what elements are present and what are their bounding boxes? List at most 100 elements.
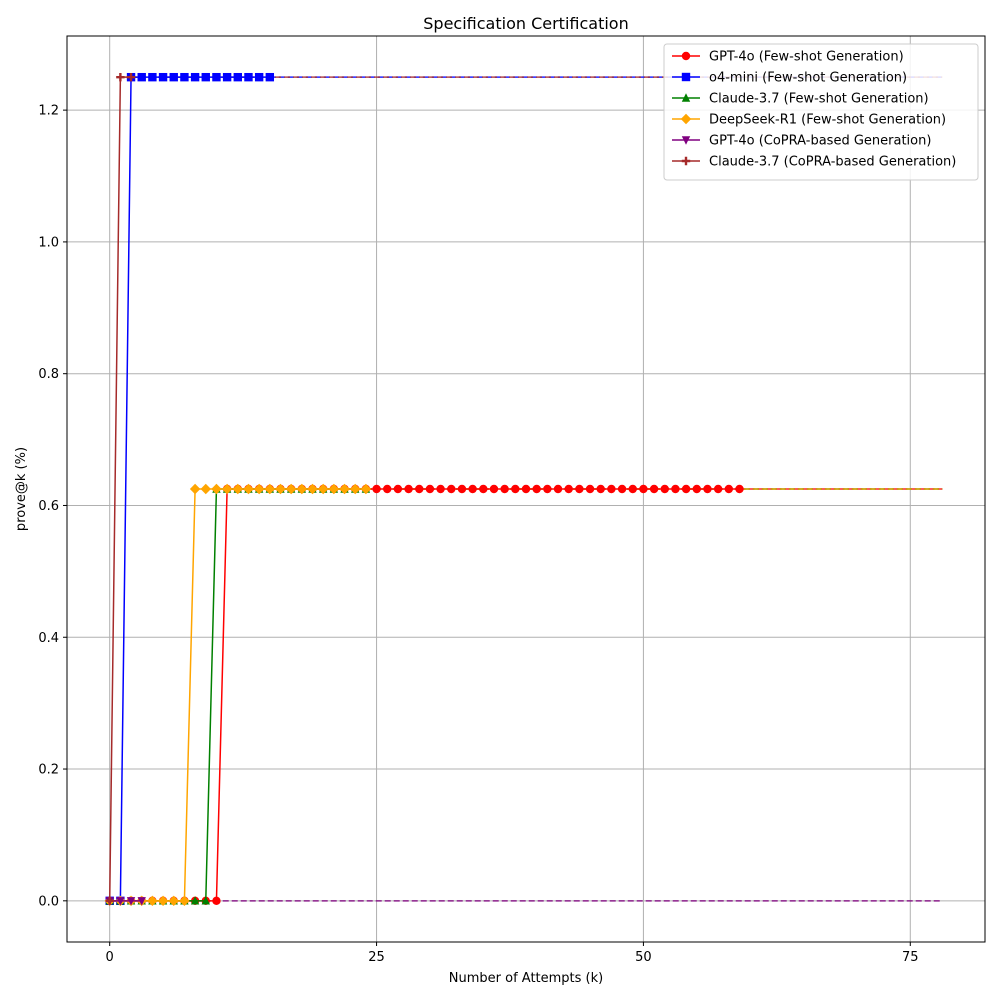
series-deepseek-r1-few-shot-generation: [104, 483, 372, 907]
data-point: [116, 72, 125, 82]
legend-label: GPT-4o (CoPRA-based Generation): [709, 134, 931, 149]
y-tick-label: 0.0: [38, 894, 59, 909]
legend-item: Claude-3.7 (Few-shot Generation): [672, 92, 929, 107]
legend-label: o4-mini (Few-shot Generation): [709, 71, 907, 86]
data-point: [137, 897, 146, 906]
data-point: [169, 72, 178, 82]
y-axis-label: prove@k (%): [14, 447, 29, 531]
legend-box: [663, 43, 979, 181]
data-point: [703, 484, 712, 494]
data-point: [692, 484, 701, 494]
legend-item: o4-mini (Few-shot Generation): [672, 71, 907, 86]
series-gpt-4o-copra-based-generation: [105, 897, 146, 906]
data-point: [500, 484, 509, 494]
legend-marker: [681, 51, 691, 61]
data-point: [148, 72, 157, 82]
legend-label: DeepSeek-R1 (Few-shot Generation): [709, 113, 946, 128]
data-point: [275, 483, 286, 495]
chart-title: Specification Certification: [423, 14, 628, 33]
data-point: [639, 484, 648, 494]
data-point: [307, 483, 318, 495]
y-tick-label: 0.6: [38, 499, 59, 514]
data-point: [137, 72, 146, 82]
data-point: [339, 483, 350, 495]
data-point: [350, 483, 361, 495]
legend-label: GPT-4o (Few-shot Generation): [709, 50, 904, 65]
data-point: [671, 484, 680, 494]
data-point: [607, 484, 616, 494]
data-point: [649, 484, 659, 494]
data-point: [479, 484, 488, 494]
ticks: 0 25 50 75 0.0 0.2 0.4 0.6 0.8 1.0 1.2: [38, 104, 918, 965]
series-line: [109, 76, 270, 902]
y-tick-label: 1.0: [38, 235, 59, 250]
data-point: [404, 484, 413, 494]
legend-item: GPT-4o (CoPRA-based Generation): [672, 134, 931, 149]
data-point: [233, 72, 242, 82]
data-point: [264, 483, 276, 495]
data-point: [724, 484, 734, 494]
data-point: [157, 895, 169, 907]
data-point: [244, 72, 253, 82]
legend-label: Claude-3.7 (Few-shot Generation): [709, 92, 929, 107]
data-point: [596, 484, 605, 494]
series-layer: [104, 72, 943, 907]
legend-item: GPT-4o (Few-shot Generation): [672, 50, 904, 65]
data-point: [575, 484, 584, 494]
data-point: [189, 483, 201, 495]
data-point: [105, 896, 114, 906]
data-point: [317, 483, 329, 495]
data-point: [564, 484, 573, 494]
data-point: [211, 483, 222, 495]
data-point: [243, 483, 254, 495]
data-point: [660, 484, 669, 494]
data-point: [254, 72, 264, 82]
data-point: [232, 483, 243, 495]
data-point: [221, 483, 233, 495]
y-tick-label: 0.4: [38, 631, 59, 646]
data-point: [285, 483, 297, 495]
data-point: [713, 484, 723, 494]
data-point: [532, 484, 541, 494]
data-point: [147, 895, 158, 907]
data-point: [511, 484, 520, 494]
x-tick-label: 50: [635, 950, 652, 965]
x-axis-label: Number of Attempts (k): [449, 971, 603, 986]
data-point: [372, 484, 381, 494]
y-tick-label: 0.8: [38, 367, 59, 382]
data-point: [617, 484, 627, 494]
data-point: [190, 896, 200, 905]
data-point: [296, 483, 308, 495]
legend-marker: [680, 113, 692, 125]
data-point: [735, 484, 744, 494]
data-point: [200, 483, 211, 495]
data-point: [222, 72, 232, 82]
data-point: [521, 484, 531, 494]
data-point: [415, 484, 424, 494]
y-tick-label: 1.2: [38, 104, 59, 119]
data-point: [212, 72, 221, 82]
data-point: [628, 484, 637, 494]
data-point: [553, 484, 563, 494]
data-point: [265, 72, 275, 82]
data-point: [126, 72, 136, 82]
data-point: [489, 484, 499, 494]
series-claude-3-7-copra-based-generation: [105, 72, 136, 906]
legend-marker: [681, 136, 691, 145]
plot-area-frame: [66, 35, 986, 943]
legend-marker: [681, 156, 691, 166]
y-tick-label: 0.2: [38, 763, 59, 778]
data-point: [543, 484, 552, 494]
data-point: [447, 484, 456, 494]
data-point: [425, 484, 435, 494]
legend-marker: [681, 72, 691, 82]
x-tick-label: 25: [368, 950, 385, 965]
data-point: [158, 72, 168, 82]
data-point: [393, 484, 403, 494]
data-point: [116, 897, 125, 906]
data-point: [126, 897, 136, 906]
data-point: [328, 483, 340, 495]
data-point: [190, 72, 200, 82]
data-point: [180, 72, 189, 82]
